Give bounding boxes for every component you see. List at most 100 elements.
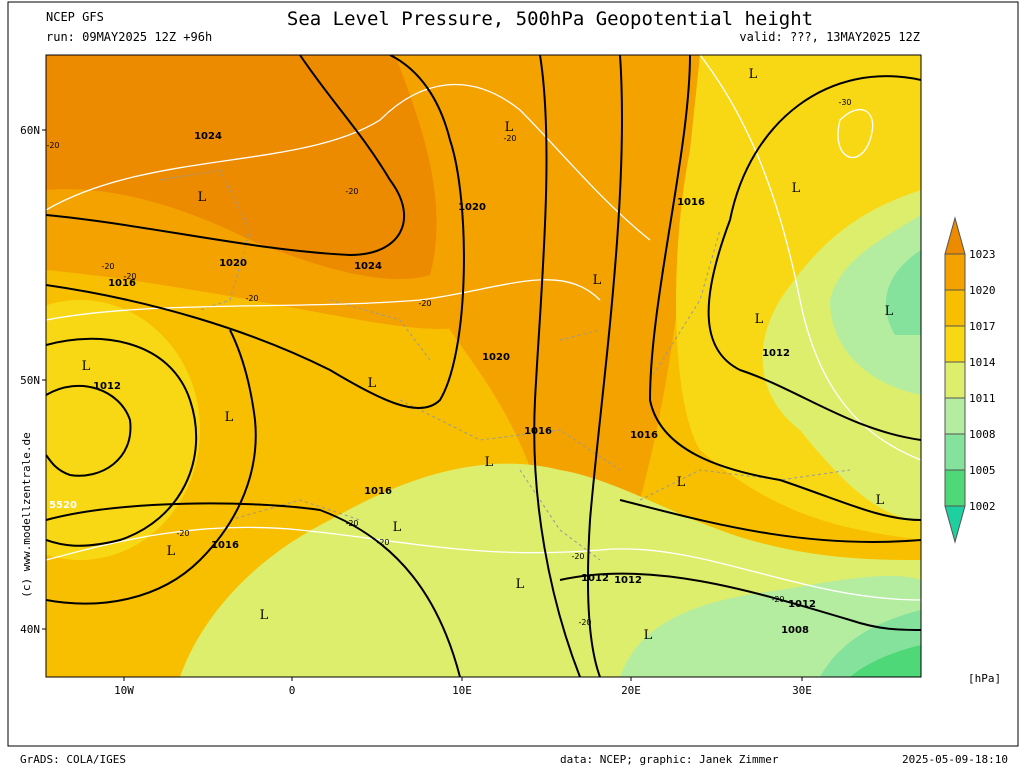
colorbar-segment xyxy=(944,433,966,471)
low-marker: L xyxy=(755,312,764,327)
low-marker: L xyxy=(393,520,402,535)
isobar-label: 1024 xyxy=(354,261,382,272)
colorbar-cap xyxy=(944,216,966,255)
isobar xyxy=(46,502,461,677)
lat-label: 50N xyxy=(20,374,40,387)
outer-frame xyxy=(7,1,1019,747)
lat-label: 40N xyxy=(20,623,40,636)
temp-label: -20 xyxy=(771,595,784,604)
isoline xyxy=(46,279,601,321)
colorbar-label: 1005 xyxy=(969,464,996,477)
colorbar-label: 1008 xyxy=(969,428,996,441)
isobar-label: 1016 xyxy=(364,486,392,497)
temp-label: -20 xyxy=(503,134,516,143)
low-marker: L xyxy=(644,628,653,643)
colorbar-label: 1014 xyxy=(969,356,996,369)
temp-label: -30 xyxy=(838,98,851,107)
field xyxy=(450,55,700,524)
isobar xyxy=(533,55,581,677)
isobar-label: 1016 xyxy=(630,430,658,441)
isobar-label: 1016 xyxy=(524,426,552,437)
colorbar-label: 1023 xyxy=(969,248,996,261)
temp-label: -20 xyxy=(176,529,189,538)
isobar xyxy=(619,499,921,543)
source: NCEP GFS xyxy=(46,10,104,24)
isoline xyxy=(699,55,921,461)
isobar-label: 1016 xyxy=(211,540,239,551)
temp-label: -20 xyxy=(571,552,584,561)
run: run: 09MAY2025 12Z +96h xyxy=(46,30,212,44)
colorbar-label: 1017 xyxy=(969,320,996,333)
low-marker: L xyxy=(876,493,885,508)
colorbar-label: 1020 xyxy=(969,284,996,297)
field xyxy=(46,55,437,280)
field xyxy=(885,250,921,335)
isobar xyxy=(46,55,406,257)
field xyxy=(830,215,921,395)
field xyxy=(850,645,921,677)
lon-label: 10W xyxy=(114,684,134,697)
isobar xyxy=(707,75,921,441)
low-marker: L xyxy=(260,608,269,623)
lon-label: 0 xyxy=(289,684,296,697)
low-marker: L xyxy=(749,67,758,82)
temp-label: -20 xyxy=(345,187,358,196)
isobar xyxy=(46,337,198,547)
borders xyxy=(159,169,851,561)
colorbar-segment xyxy=(944,469,966,507)
colorbar-label: 1011 xyxy=(969,392,996,405)
colorbar-segment xyxy=(944,253,966,291)
isobar xyxy=(559,572,921,631)
colorbar-segment xyxy=(944,397,966,435)
colorbar-label: 1002 xyxy=(969,500,996,513)
low-marker: L xyxy=(792,181,801,196)
isoline xyxy=(837,109,874,158)
isobar-label: 1020 xyxy=(458,202,486,213)
isoline xyxy=(46,526,921,601)
isobar xyxy=(587,55,624,677)
credit: (c) www.modellzentrale.de xyxy=(20,432,33,598)
isobar-label: 1008 xyxy=(781,625,809,636)
isoline xyxy=(46,83,651,241)
low-marker: L xyxy=(516,577,525,592)
field xyxy=(46,300,200,560)
colorbar-unit: [hPa] xyxy=(968,672,1001,685)
footer-center: data: NCEP; graphic: Janek Zimmer xyxy=(560,753,779,766)
low-marker: L xyxy=(225,410,234,425)
temp-label: -20 xyxy=(101,262,114,271)
temp-label: -20 xyxy=(578,618,591,627)
map-frame xyxy=(45,54,922,678)
isobar-label: 1016 xyxy=(677,197,705,208)
temp-label: -20 xyxy=(123,272,136,281)
colorbar-segment xyxy=(944,361,966,399)
low-marker: L xyxy=(485,455,494,470)
footer-left: GrADS: COLA/IGES xyxy=(20,753,126,766)
low-marker: L xyxy=(368,376,377,391)
lon-label: 20E xyxy=(621,684,641,697)
low-marker: L xyxy=(505,120,514,135)
lon-label: 10E xyxy=(452,684,472,697)
isobar-label: 1012 xyxy=(762,348,790,359)
low-marker: L xyxy=(677,475,686,490)
colorbar-segment xyxy=(944,289,966,327)
temp-label: -20 xyxy=(345,519,358,528)
map xyxy=(46,55,921,677)
isobar xyxy=(46,329,257,605)
isobar-label: 1020 xyxy=(482,352,510,363)
low-marker: L xyxy=(593,273,602,288)
temp-label: -20 xyxy=(46,141,59,150)
isobar-label: 1012 xyxy=(614,575,642,586)
isobar-label: 1012 xyxy=(581,573,609,584)
lat-label: 60N xyxy=(20,124,40,137)
height-label: 5520 xyxy=(49,500,77,511)
isobar-label: 1024 xyxy=(194,131,222,142)
low-marker: L xyxy=(82,359,91,374)
low-marker: L xyxy=(198,190,207,205)
isobar-label: 1016 xyxy=(108,278,136,289)
isobar-label: 1012 xyxy=(93,381,121,392)
temp-label: -20 xyxy=(376,538,389,547)
colorbar-cap xyxy=(944,505,966,544)
lon-label: 30E xyxy=(792,684,812,697)
colorbar-segment xyxy=(944,325,966,363)
